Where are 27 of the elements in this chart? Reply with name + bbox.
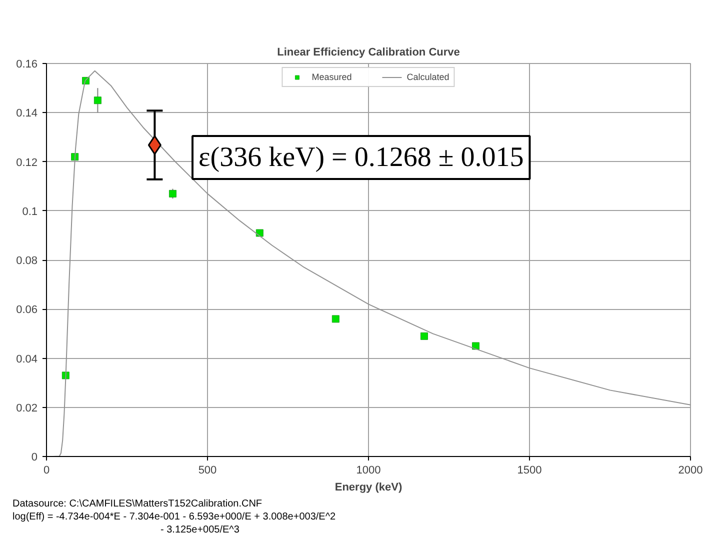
- y-tick-label: 0.02: [16, 402, 38, 414]
- text: - 3.125e+005/E^3: [160, 524, 240, 535]
- chart-title: Linear Efficiency Calibration Curve: [277, 46, 460, 58]
- y-tick-label: 0.06: [16, 304, 38, 316]
- x-axis-title: Energy (keV): [334, 482, 402, 494]
- y-tick-label: 0.08: [16, 255, 38, 267]
- y-tick-label: 0.14: [16, 108, 38, 120]
- point: [168, 190, 176, 198]
- y-tick-label: 0.16: [16, 58, 38, 70]
- y-tick-label: 0.04: [16, 353, 38, 366]
- point: [420, 332, 428, 340]
- y-tick-label: 0: [31, 452, 38, 464]
- text: log(Eff) = -4.734e-004*E - 7.304e-001 - 6.593e+000/E + 3.008e+003/E^2: [12, 512, 336, 522]
- legend-label: Calculated: [406, 72, 450, 82]
- x-tick-label: 0: [43, 464, 50, 476]
- x-tick-label: 1000: [356, 464, 381, 476]
- text: Datasource: C:\CAMFILES\MattersT152Calibration.CNF: [12, 498, 262, 510]
- x-tick-label: 1500: [517, 464, 542, 476]
- annotation: ε(336 keV) = 0.1268 ± 0.015: [198, 142, 524, 173]
- point: [148, 135, 162, 155]
- y-tick-label: 0.1: [22, 206, 38, 218]
- point: [332, 315, 340, 323]
- legend-label: Measured: [312, 72, 352, 82]
- x-tick-label: 500: [198, 464, 217, 476]
- y-tick-label: 0.12: [16, 156, 38, 169]
- x-tick-label: 2000: [678, 464, 703, 476]
- point: [94, 96, 102, 104]
